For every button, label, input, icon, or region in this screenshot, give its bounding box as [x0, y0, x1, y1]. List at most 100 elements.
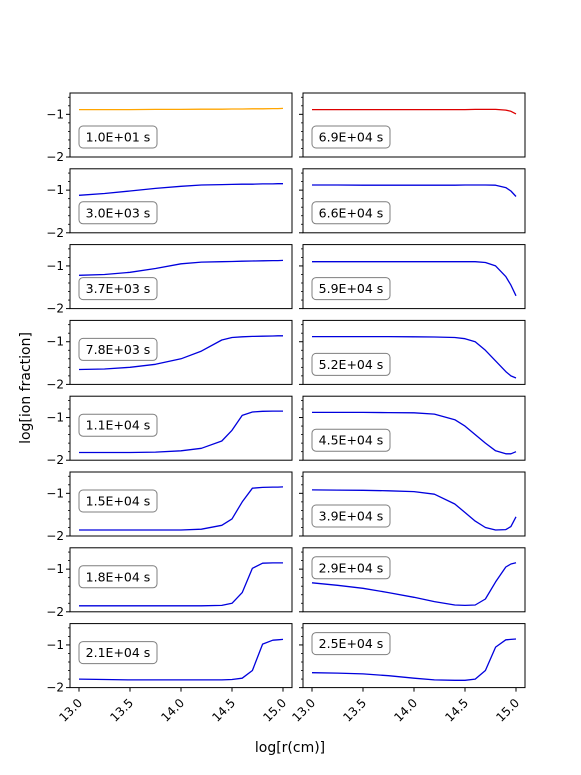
series-line — [311, 489, 517, 531]
x-tick-label: 13.5 — [107, 696, 136, 725]
series-line — [78, 183, 283, 196]
panel-right-1: 6.6E+04 s — [299, 168, 526, 234]
panel-label: 3.7E+03 s — [78, 277, 158, 301]
x-axis-title: log[r(cm)] — [255, 740, 325, 756]
series-line — [79, 107, 284, 111]
label-text: 7.8E+03 s — [86, 342, 151, 357]
x-tick-label: 13.0 — [56, 696, 85, 725]
x-tick-label: 14.5 — [442, 696, 471, 725]
panel-right-0: 6.9E+04 s — [299, 92, 526, 158]
panel-frame — [302, 395, 526, 461]
panels-group: −1 −2 1.0E+01 s 6.9E+04 s −1 −2 3.0E+03 s 6.6E+… — [46, 92, 526, 725]
series-line — [312, 184, 517, 197]
series-line — [78, 638, 284, 681]
x-tick-label: 14.0 — [391, 696, 420, 725]
label-box — [311, 428, 391, 452]
panel-right-4: 4.5E+04 s — [299, 395, 526, 461]
panel-left-3: −1 −2 7.8E+03 s — [46, 319, 293, 391]
label-box — [78, 125, 158, 149]
panel-right-2: 5.9E+04 s — [299, 244, 526, 310]
panel-label: 6.9E+04 s — [311, 125, 391, 149]
x-tick-label: 13.0 — [289, 696, 318, 725]
y-tick-label: −1 — [46, 638, 64, 652]
panel-left-0: −1 −2 1.0E+01 s — [46, 92, 293, 164]
panel-frame — [69, 92, 293, 158]
panel-frame — [302, 244, 526, 310]
label-text: 4.5E+04 s — [319, 433, 384, 448]
label-box — [311, 632, 391, 656]
panel-right-3: 5.2E+04 s — [299, 319, 526, 385]
panel-label: 1.0E+01 s — [78, 125, 158, 149]
panel-label: 4.5E+04 s — [311, 428, 391, 452]
x-tick-label: 14.0 — [158, 696, 187, 725]
series-line — [312, 261, 517, 297]
panel-left-4: −1 −2 1.1E+04 s — [46, 395, 293, 467]
label-box — [78, 489, 158, 513]
label-text: 5.2E+04 s — [319, 357, 384, 372]
series-line — [79, 486, 284, 531]
panel-frame — [69, 244, 293, 310]
y-tick-label: −2 — [46, 150, 64, 164]
series-line — [79, 410, 283, 454]
label-box — [311, 125, 391, 149]
x-tick-label: 14.5 — [209, 696, 238, 725]
label-box — [78, 277, 158, 301]
y-tick-label: −1 — [46, 259, 64, 273]
panel-label: 6.6E+04 s — [311, 201, 391, 225]
panel-frame — [69, 395, 293, 461]
label-box — [78, 413, 158, 437]
panel-left-2: −1 −2 3.7E+03 s — [46, 244, 293, 316]
panel-left-5: −1 −2 1.5E+04 s — [46, 471, 293, 543]
label-text: 6.6E+04 s — [319, 205, 384, 220]
y-tick-label: −2 — [46, 605, 64, 619]
panel-frame — [69, 547, 293, 613]
y-tick-label: −2 — [46, 453, 64, 467]
y-tick-label: −2 — [46, 226, 64, 240]
panel-label: 2.5E+04 s — [311, 632, 391, 656]
label-text: 1.0E+01 s — [86, 130, 151, 145]
label-text: 2.9E+04 s — [319, 560, 384, 575]
label-text: 1.5E+04 s — [86, 494, 151, 509]
panel-left-1: −1 −2 3.0E+03 s — [46, 168, 293, 240]
y-tick-label: −2 — [46, 302, 64, 316]
label-box — [78, 565, 158, 589]
label-text: 1.1E+04 s — [86, 418, 151, 433]
y-tick-label: −2 — [46, 529, 64, 543]
label-text: 2.1E+04 s — [86, 645, 151, 660]
series-line — [311, 562, 517, 607]
y-axis-title: log[ion fraction] — [18, 332, 34, 444]
x-tick-label: 15.0 — [260, 696, 289, 725]
series-line — [312, 411, 517, 455]
panel-right-6: 2.9E+04 s — [299, 547, 526, 613]
label-text: 3.9E+04 s — [319, 509, 384, 524]
panel-label: 3.0E+03 s — [78, 201, 158, 225]
series-line — [78, 259, 284, 276]
y-tick-label: −1 — [46, 107, 64, 121]
panel-frame — [69, 471, 293, 537]
series-line — [311, 638, 517, 681]
panel-label: 1.8E+04 s — [78, 565, 158, 589]
x-tick-label: 15.0 — [493, 696, 522, 725]
panel-frame — [302, 547, 526, 613]
y-tick-label: −1 — [46, 411, 64, 425]
series-line — [312, 335, 517, 379]
label-box — [311, 352, 391, 376]
panel-label: 7.8E+03 s — [78, 337, 158, 361]
series-line — [78, 335, 283, 371]
panel-left-7: −1 −213.0 13.5 14.0 14.5 15.0 2.1E+04 s — [46, 623, 293, 725]
panel-frame — [302, 319, 526, 385]
label-box — [311, 201, 391, 225]
panel-label: 5.9E+04 s — [311, 277, 391, 301]
label-text: 2.5E+04 s — [319, 636, 384, 651]
panel-label: 1.5E+04 s — [78, 489, 158, 513]
panel-label: 2.1E+04 s — [78, 641, 158, 665]
label-box — [311, 277, 391, 301]
panel-label: 3.9E+04 s — [311, 504, 391, 528]
panel-frame — [302, 471, 526, 537]
label-box — [78, 337, 158, 361]
label-text: 6.9E+04 s — [319, 130, 384, 145]
panel-frame — [302, 168, 526, 234]
y-tick-label: −1 — [46, 562, 64, 576]
label-text: 3.7E+03 s — [86, 281, 151, 296]
